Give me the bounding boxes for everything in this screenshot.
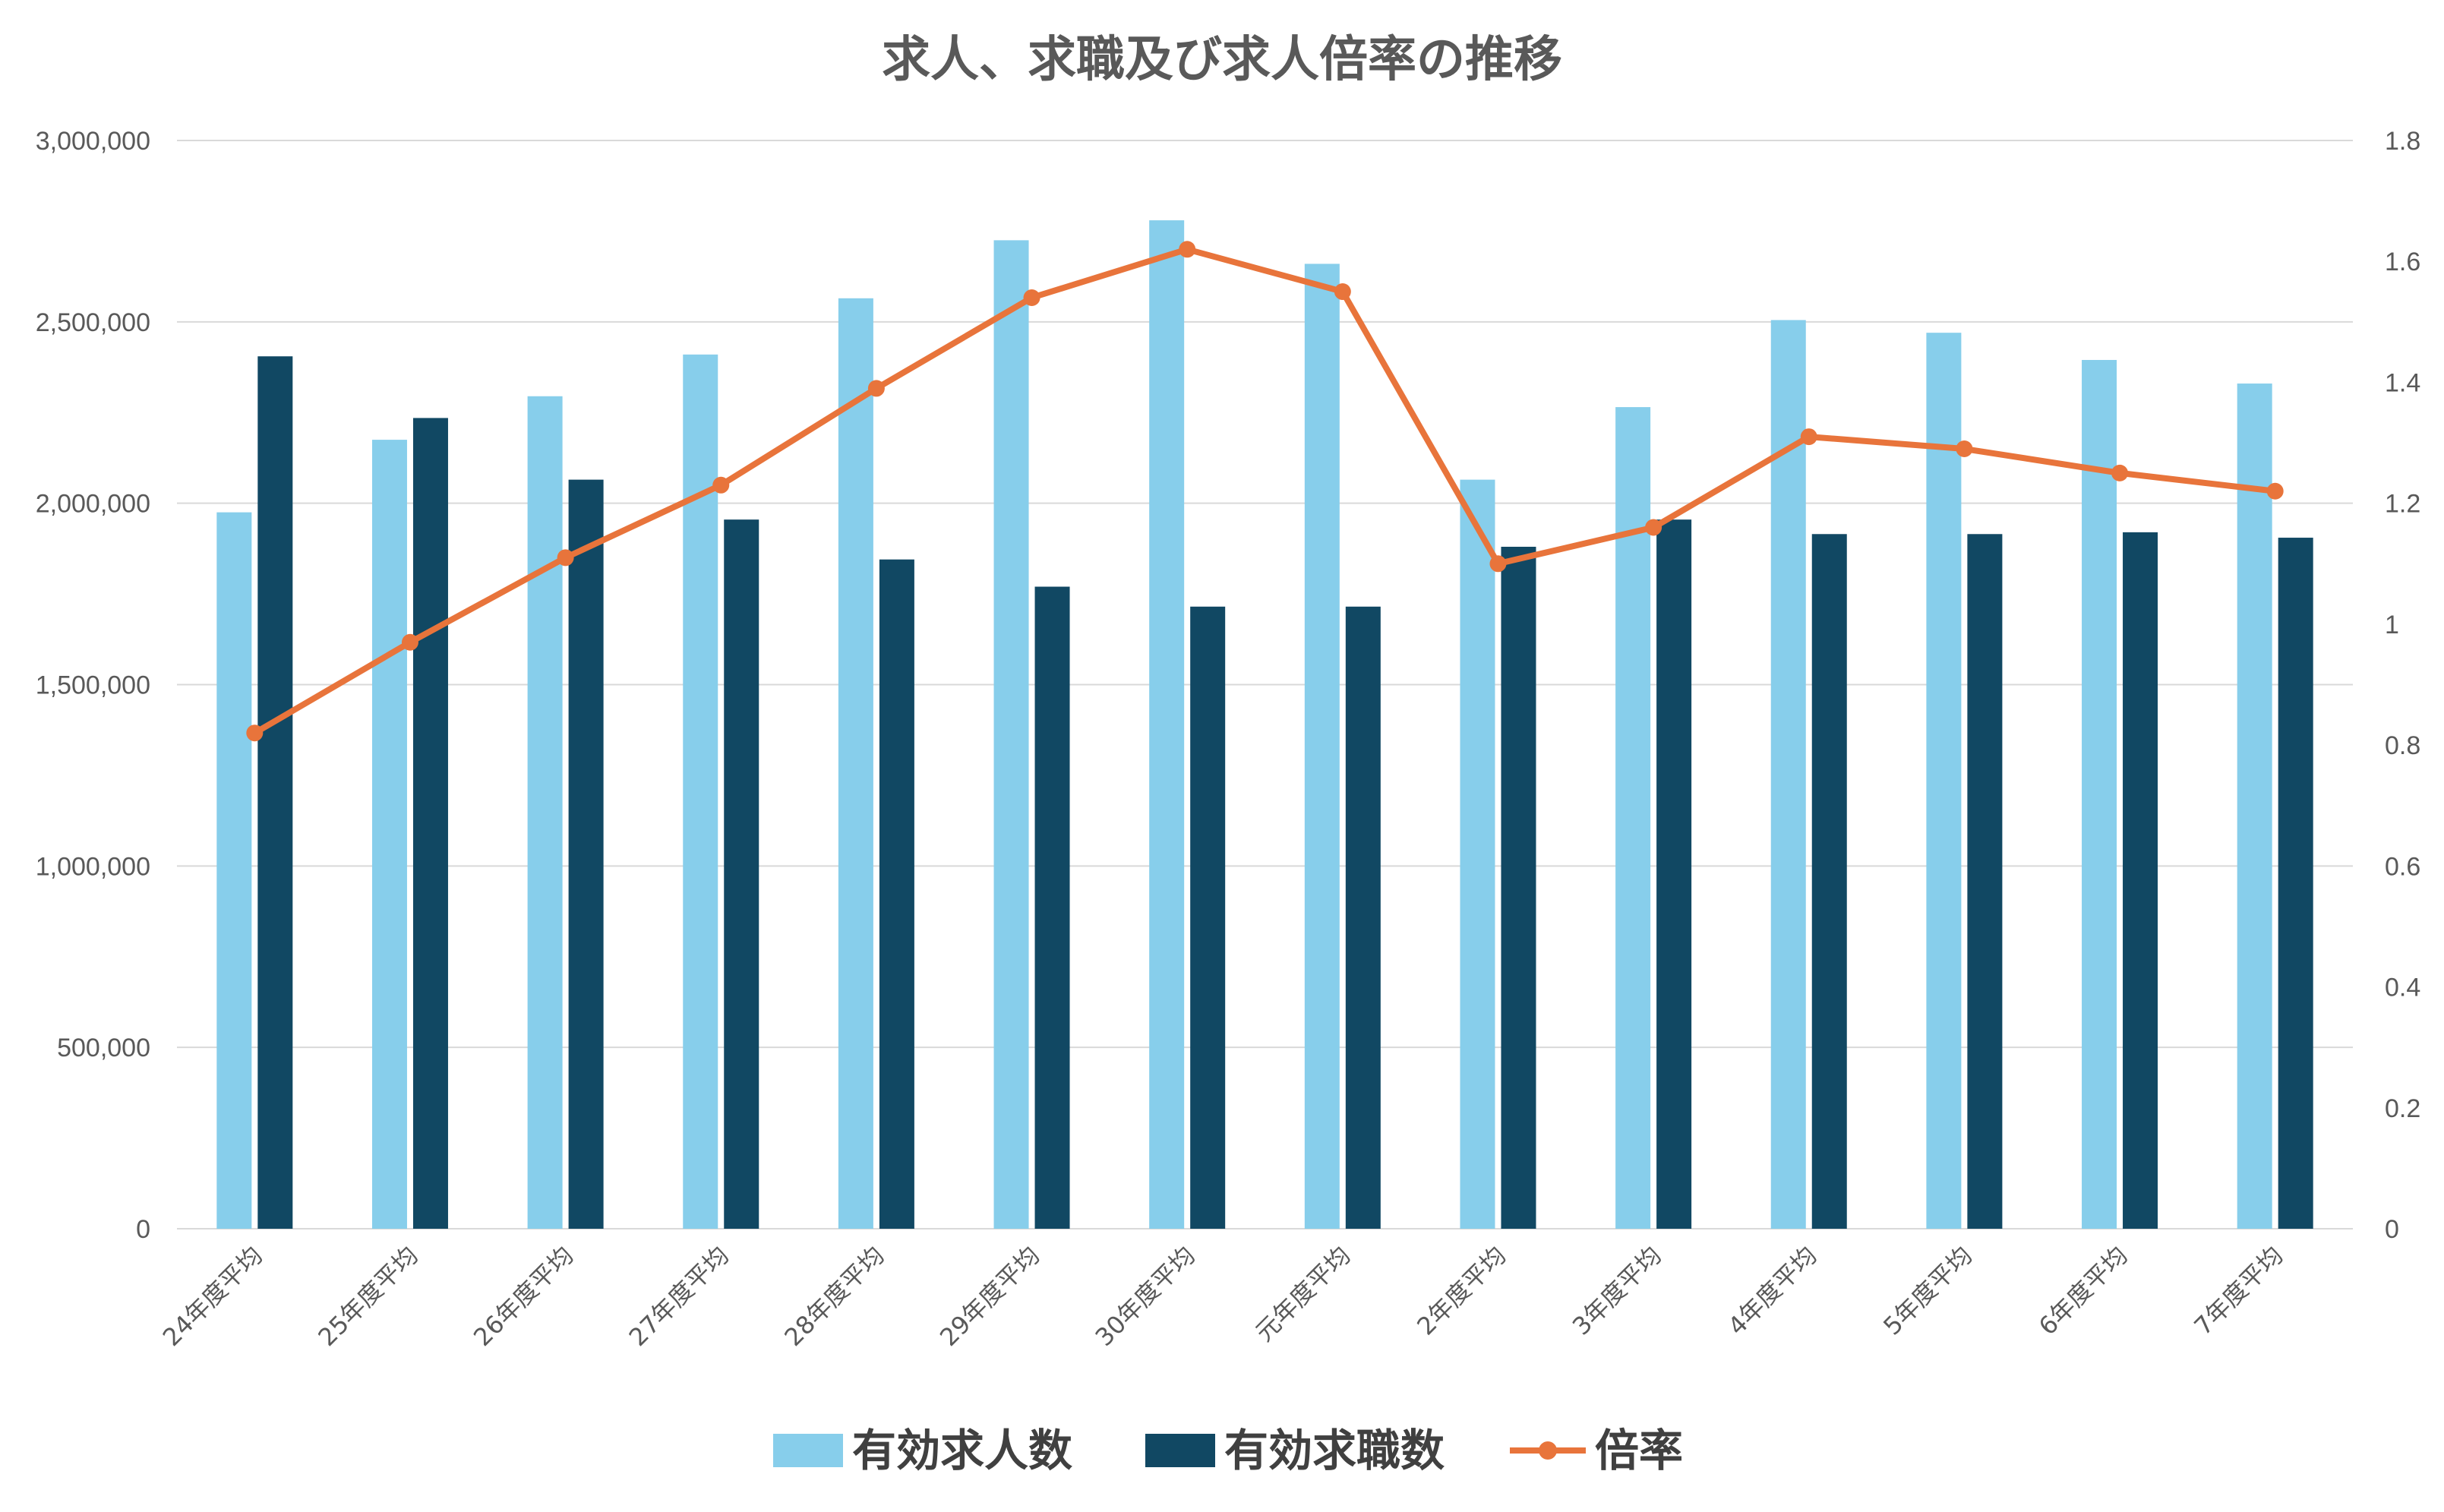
right-tick-label: 1.4 [2385,368,2420,397]
bar-job-openings [2082,359,2117,1229]
bar-job-seekers [879,559,914,1229]
left-axis: 0 500,000 1,000,000 1,500,000 2,000,000 2,500… [36,127,150,1244]
bar-job-openings [371,440,407,1229]
right-tick-label: 0.2 [2385,1094,2420,1123]
bar-job-seekers [1656,519,1692,1229]
bar-job-seekers [1345,606,1381,1229]
bar-job-seekers [1190,606,1226,1229]
chart-title: 求人、求職及び求人倍率の推移 [882,32,1562,88]
category-label: 6年度平均 [2033,1241,2133,1341]
bar-job-seekers [1034,586,1070,1229]
right-tick-label: 1.8 [2385,127,2420,156]
bar-job-openings [2237,384,2272,1229]
bar-job-openings [1615,407,1651,1229]
bar-job-seekers [257,356,293,1229]
left-tick-label: 1,000,000 [36,852,150,881]
gridlines [177,140,2353,1229]
ratio-point [1179,241,1196,258]
category-label: 2年度平均 [1411,1241,1511,1341]
category-label: 元年度平均 [1249,1241,1356,1347]
legend-swatch-job-seekers [1145,1434,1215,1467]
category-label: 3年度平均 [1567,1241,1667,1341]
ratio-point [1334,283,1351,301]
x-axis-labels: 24年度平均 25年度平均 26年度平均 27年度平均 28年度平均 29年度平均 30年度… [157,1241,2289,1352]
bar-job-openings [993,240,1029,1229]
ratio-point [557,549,574,567]
left-tick-label: 1,500,000 [36,671,150,700]
bar-job-openings [527,396,563,1229]
bar-job-openings [1149,220,1185,1229]
legend-swatch-job-openings [773,1434,843,1467]
ratio-point [1645,519,1662,536]
ratio-line-path [253,246,2276,736]
category-label: 30年度平均 [1090,1241,1201,1352]
category-label: 25年度平均 [312,1241,423,1352]
right-tick-label: 0.4 [2385,974,2420,1002]
right-tick-label: 1 [2385,611,2399,639]
ratio-point [1489,555,1507,573]
bar-job-seekers [724,519,759,1229]
bar-job-seekers [2123,532,2158,1229]
ratio-point [401,633,418,651]
legend: 有効求人数 有効求職数 倍率 [773,1425,1683,1476]
left-tick-label: 2,500,000 [36,308,150,337]
category-label: 24年度平均 [157,1241,268,1352]
ratio-point [246,724,264,742]
right-tick-label: 0 [2385,1215,2399,1244]
category-label: 29年度平均 [934,1241,1045,1352]
bar-job-seekers [2278,538,2313,1229]
right-axis: 0 0.2 0.4 0.6 0.8 1 1.2 1.4 1.6 1.8 [2385,127,2420,1244]
right-tick-label: 1.2 [2385,490,2420,519]
ratio-line [246,241,2284,742]
category-label: 7年度平均 [2189,1241,2289,1341]
bar-job-seekers [1501,546,1536,1229]
ratio-point [867,380,885,397]
ratio-point [1023,289,1040,306]
bar-job-seekers [412,418,448,1229]
left-tick-label: 3,000,000 [36,127,150,156]
ratio-point [712,476,730,494]
bar-job-openings [1770,320,1806,1229]
bar-job-seekers [568,479,604,1229]
legend-label-ratio: 倍率 [1595,1425,1683,1476]
bar-job-openings [216,512,252,1229]
right-tick-label: 0.8 [2385,731,2420,760]
legend-marker-ratio [1539,1441,1557,1460]
ratio-point [2111,464,2129,481]
ratio-point [1800,428,1817,446]
ratio-point [1956,440,1973,458]
left-tick-label: 2,000,000 [36,490,150,519]
bar-job-openings [1304,264,1340,1229]
bars [216,220,2313,1229]
bar-job-seekers [1967,534,2003,1229]
right-tick-label: 1.6 [2385,248,2420,276]
legend-label-job-openings: 有効求人数 [852,1425,1072,1476]
left-tick-label: 0 [136,1215,150,1244]
category-label: 26年度平均 [468,1241,579,1352]
category-label: 27年度平均 [624,1241,734,1352]
ratio-point [2266,482,2284,500]
bar-job-seekers [1811,534,1847,1229]
bar-job-openings [1460,479,1495,1229]
right-tick-label: 0.6 [2385,852,2420,881]
bar-job-openings [838,298,873,1229]
category-label: 28年度平均 [778,1241,889,1352]
bar-job-openings [1926,333,1962,1229]
legend-label-job-seekers: 有効求職数 [1224,1425,1445,1476]
category-label: 4年度平均 [1722,1241,1823,1341]
category-label: 5年度平均 [1877,1241,1978,1341]
left-tick-label: 500,000 [57,1034,150,1062]
